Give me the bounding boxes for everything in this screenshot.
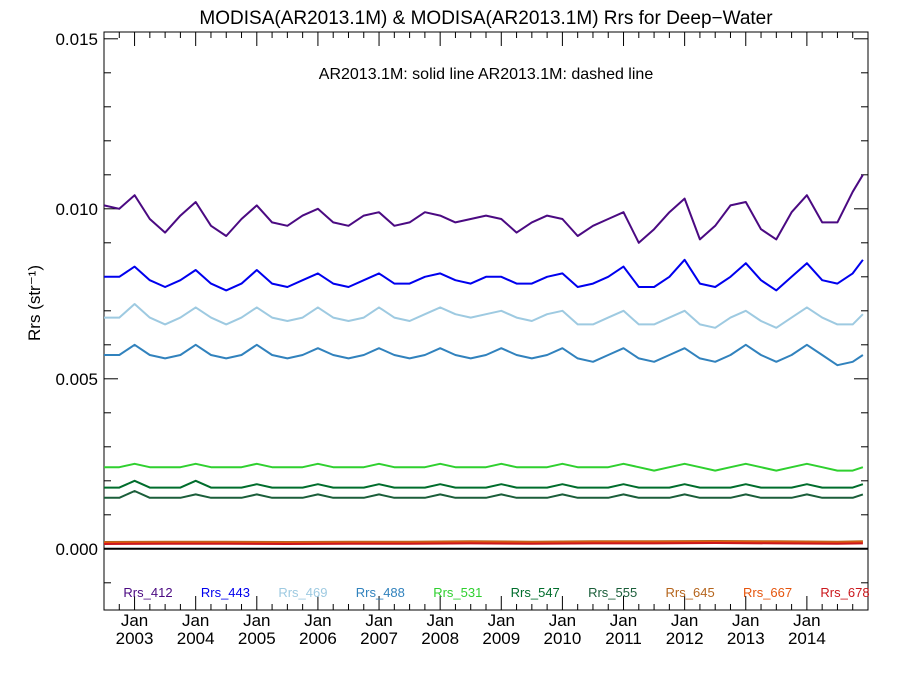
- plot-area: 0.0000.0050.0100.015Jan2003Jan2004Jan200…: [55, 30, 869, 648]
- y-tick-label: 0.005: [55, 370, 98, 389]
- legend-entry-rrs-469: Rrs_469: [278, 585, 327, 600]
- legend-entry-rrs-443: Rrs_443: [201, 585, 250, 600]
- x-tick-label-month: Jan: [182, 611, 209, 630]
- legend-entry-rrs-531: Rrs_531: [433, 585, 482, 600]
- x-tick-label-month: Jan: [793, 611, 820, 630]
- legend-entry-rrs-555: Rrs_555: [588, 585, 637, 600]
- series-line-rrs-469: [104, 303, 864, 329]
- x-tick-label-month: Jan: [304, 611, 331, 630]
- x-tick-label-year: 2005: [238, 629, 276, 648]
- x-tick-label-month: Jan: [243, 611, 270, 630]
- x-tick-label-year: 2014: [788, 629, 826, 648]
- x-tick-label-year: 2009: [482, 629, 520, 648]
- x-tick-label-year: 2004: [177, 629, 215, 648]
- series-line-rrs-443: [104, 258, 864, 292]
- x-tick-label-year: 2003: [116, 629, 154, 648]
- x-tick-label-year: 2011: [605, 629, 642, 648]
- legend-entry-rrs-667: Rrs_667: [743, 585, 792, 600]
- chart-title: MODISA(AR2013.1M) & MODISA(AR2013.1M) Rr…: [199, 8, 773, 29]
- legend-entry-rrs-678: Rrs_678: [820, 585, 869, 600]
- series-line-rrs-531: [104, 462, 864, 472]
- legend-entry-rrs-547: Rrs_547: [511, 585, 560, 600]
- x-tick-label-month: Jan: [732, 611, 759, 630]
- series-line-rrs-547: [104, 479, 864, 489]
- legend-entry-rrs-488: Rrs_488: [356, 585, 405, 600]
- x-tick-label-month: Jan: [671, 611, 698, 630]
- series-line-rrs-555: [104, 490, 864, 499]
- y-tick-label: 0.000: [55, 540, 98, 559]
- x-tick-label-year: 2012: [666, 629, 704, 648]
- x-tick-label-month: Jan: [610, 611, 637, 630]
- x-tick-label-month: Jan: [488, 611, 515, 630]
- y-tick-label: 0.010: [55, 200, 98, 219]
- legend-entry-rrs-645: Rrs_645: [666, 585, 715, 600]
- y-axis-label: Rrs (str⁻¹): [25, 265, 44, 341]
- x-tick-label-month: Jan: [549, 611, 576, 630]
- series-line-rrs-678: [103, 542, 863, 545]
- series-line-rrs-488: [104, 343, 864, 367]
- x-tick-label-year: 2013: [727, 629, 765, 648]
- x-tick-label-year: 2010: [543, 629, 581, 648]
- legend-entry-rrs-412: Rrs_412: [123, 585, 172, 600]
- x-tick-label-year: 2008: [421, 629, 459, 648]
- series-line-rrs-412: [103, 174, 864, 244]
- x-tick-label-month: Jan: [121, 611, 148, 630]
- x-tick-label-month: Jan: [365, 611, 392, 630]
- x-tick-label-year: 2007: [360, 629, 398, 648]
- series-line-rrs-667: [103, 541, 863, 544]
- x-tick-label-year: 2006: [299, 629, 337, 648]
- chart-subtitle: AR2013.1M: solid line AR2013.1M: dashed …: [319, 66, 654, 83]
- x-tick-label-month: Jan: [426, 611, 453, 630]
- y-tick-label: 0.015: [55, 30, 98, 49]
